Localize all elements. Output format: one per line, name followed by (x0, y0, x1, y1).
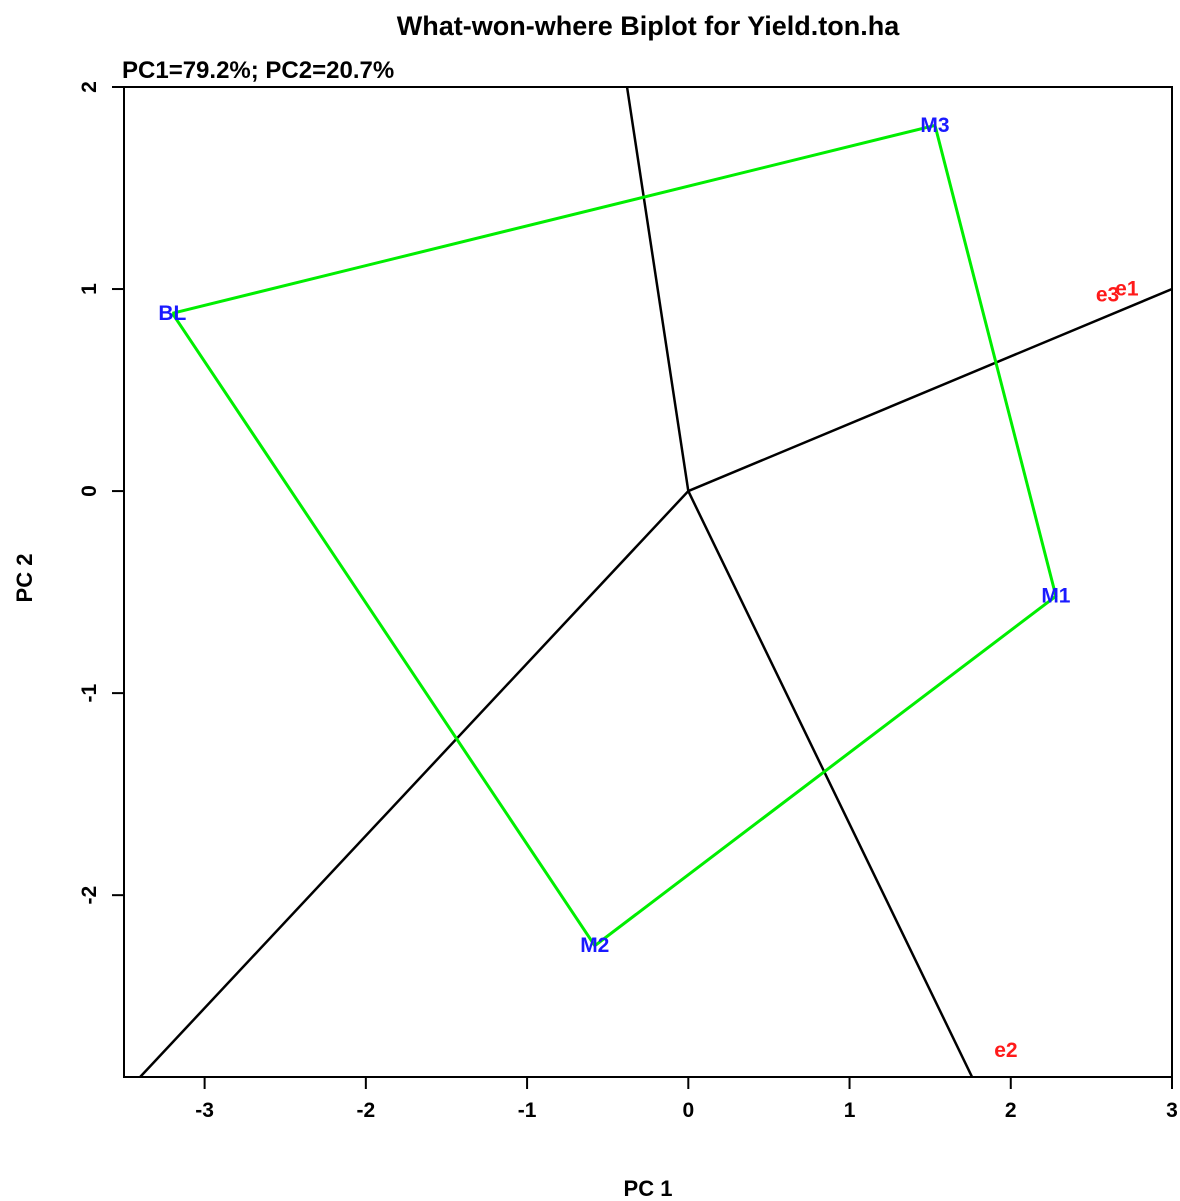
sector-line-2 (687, 287, 1172, 493)
environment-label-e1: e1 (1115, 278, 1139, 301)
sector-line-4 (139, 490, 690, 1077)
x-tick-label: -1 (518, 1099, 537, 1122)
polygon-hull (171, 123, 1058, 948)
genotype-label-m2: M2 (580, 934, 609, 957)
x-axis: -3 -2 -1 0 1 2 3 (195, 1077, 1178, 1122)
y-tick-label: -2 (78, 886, 101, 905)
x-tick-label: 0 (682, 1099, 694, 1122)
sector-line-1 (625, 87, 690, 492)
genotype-label-m1: M1 (1041, 585, 1070, 608)
x-tick-label: 2 (1005, 1099, 1017, 1122)
chart-title: What-won-where Biplot for Yield.ton.ha (397, 11, 900, 41)
y-axis: -2 -1 0 1 2 (78, 81, 124, 905)
sector-line-3 (687, 490, 974, 1077)
environment-label-e2: e2 (994, 1039, 1017, 1062)
genotype-label-m3: M3 (920, 114, 949, 137)
genotype-label-bl: BL (158, 302, 186, 325)
x-axis-label: PC 1 (624, 1176, 673, 1201)
plot-frame (123, 86, 1173, 1078)
y-tick-label: 0 (78, 485, 101, 497)
y-tick-label: 1 (78, 283, 101, 295)
x-tick-label: 1 (844, 1099, 856, 1122)
chart-subtitle: PC1=79.2%; PC2=20.7% (122, 57, 394, 84)
y-axis-label: PC 2 (12, 554, 37, 603)
x-tick-label: -2 (357, 1099, 376, 1122)
y-tick-label: -1 (78, 683, 101, 702)
environment-label-e3: e3 (1096, 284, 1119, 307)
x-tick-label: 3 (1166, 1099, 1178, 1122)
y-tick-label: 2 (78, 81, 101, 93)
x-tick-label: -3 (195, 1099, 214, 1122)
